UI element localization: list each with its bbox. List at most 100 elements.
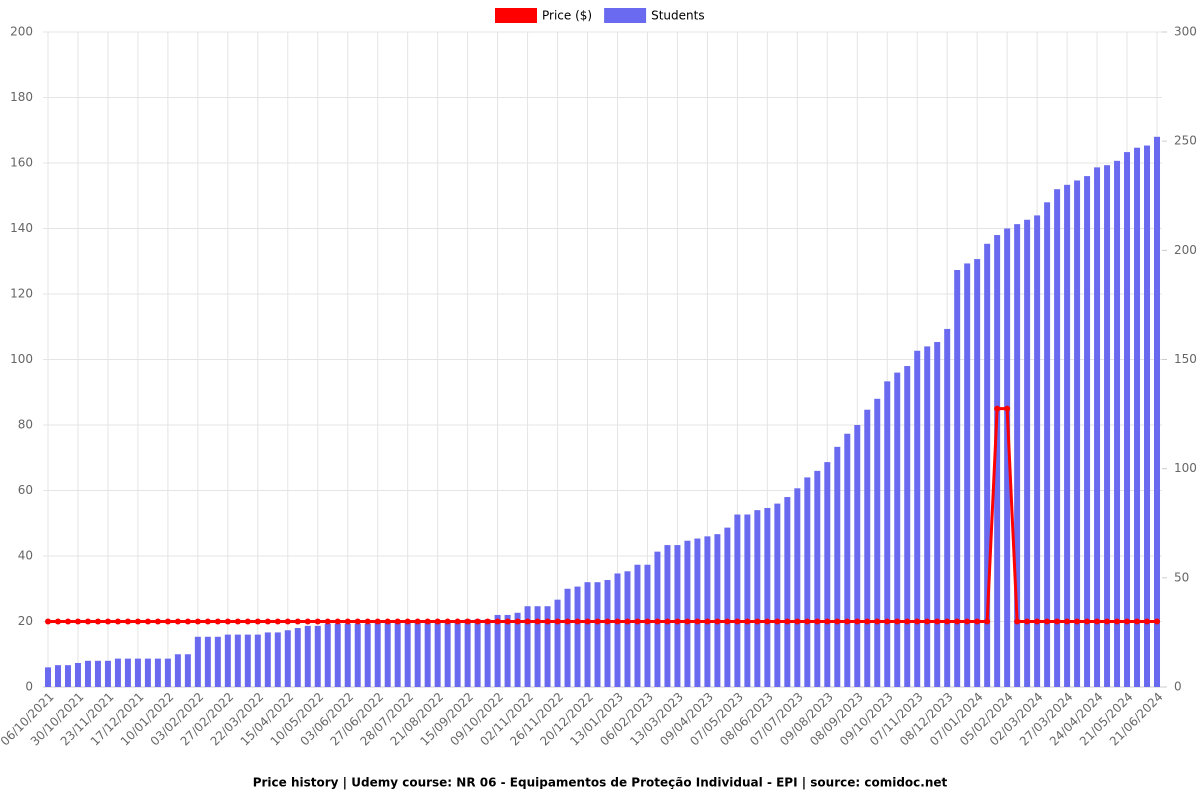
bar (944, 328, 951, 687)
bar (144, 658, 151, 687)
price-point (1134, 618, 1141, 625)
price-point (74, 618, 81, 625)
price-point (364, 618, 371, 625)
bar (694, 538, 701, 687)
price-point (764, 618, 771, 625)
chart-title: Price history | Udemy course: NR 06 - Eq… (253, 776, 948, 790)
bar (644, 564, 651, 687)
price-point (414, 618, 421, 625)
price-point (304, 618, 311, 625)
bar (614, 573, 621, 687)
price-point (144, 618, 151, 625)
bar (434, 621, 441, 687)
price-point (234, 618, 241, 625)
price-point (694, 618, 701, 625)
bar (344, 623, 351, 687)
price-point (584, 618, 591, 625)
bar (304, 625, 311, 687)
price-point (434, 618, 441, 625)
y2-tick-label: 250 (1174, 134, 1197, 148)
price-point (674, 618, 681, 625)
y2-tick-label: 150 (1174, 352, 1197, 366)
y-tick-label: 0 (25, 680, 33, 694)
price-point (44, 618, 51, 625)
y2-tick-label: 200 (1174, 243, 1197, 257)
bar (1104, 165, 1111, 687)
bar (774, 503, 781, 687)
price-point (294, 618, 301, 625)
bar (1034, 215, 1041, 687)
price-point (504, 618, 511, 625)
bar (334, 623, 341, 687)
bar (904, 366, 911, 687)
bar (254, 634, 261, 687)
price-point (784, 618, 791, 625)
price-point (464, 618, 471, 625)
price-point (744, 618, 751, 625)
price-point (894, 618, 901, 625)
y2-tick-label: 50 (1174, 570, 1189, 584)
bar (94, 660, 101, 687)
bar (724, 527, 731, 687)
bar (1154, 136, 1161, 688)
price-point (544, 618, 551, 625)
price-point (654, 618, 661, 625)
price-point (844, 618, 851, 625)
y-tick-label: 120 (10, 287, 33, 301)
bar (1064, 184, 1071, 688)
y-tick-label: 160 (10, 156, 33, 170)
bar (924, 346, 931, 687)
bar (114, 658, 121, 687)
bar (454, 621, 461, 687)
price-point (1034, 618, 1041, 625)
bar (994, 235, 1001, 688)
price-point (94, 618, 101, 625)
y-tick-label: 60 (18, 483, 33, 497)
bar (464, 619, 471, 687)
bar (44, 667, 51, 687)
price-point (64, 618, 71, 625)
price-point (624, 618, 631, 625)
bar (154, 658, 161, 687)
y-tick-label: 200 (10, 25, 33, 39)
price-point (664, 618, 671, 625)
price-point (884, 618, 891, 625)
price-point (454, 618, 461, 625)
bar (564, 588, 571, 687)
price-point (804, 618, 811, 625)
price-point (114, 618, 121, 625)
bar (764, 507, 771, 687)
bar (524, 606, 531, 687)
price-point (564, 618, 571, 625)
bar (424, 621, 431, 687)
price-point (84, 618, 91, 625)
bar (74, 662, 81, 687)
bar (294, 628, 301, 687)
bar (164, 658, 171, 687)
bar (624, 571, 631, 687)
price-point (814, 618, 821, 625)
price-point (184, 618, 191, 625)
price-point (864, 618, 871, 625)
price-point (194, 618, 201, 625)
bar (594, 582, 601, 687)
bar (354, 623, 361, 687)
price-point (284, 618, 291, 625)
price-point (1084, 618, 1091, 625)
price-point (324, 618, 331, 625)
price-point (1154, 618, 1161, 625)
price-point (374, 618, 381, 625)
bar (364, 623, 371, 687)
price-point (824, 618, 831, 625)
bar (134, 658, 141, 687)
price-point (54, 618, 61, 625)
price-point (914, 618, 921, 625)
price-point (264, 618, 271, 625)
price-point (724, 618, 731, 625)
price-point (344, 618, 351, 625)
bar (824, 462, 831, 687)
bar (864, 409, 871, 687)
price-point (774, 618, 781, 625)
price-point (394, 618, 401, 625)
